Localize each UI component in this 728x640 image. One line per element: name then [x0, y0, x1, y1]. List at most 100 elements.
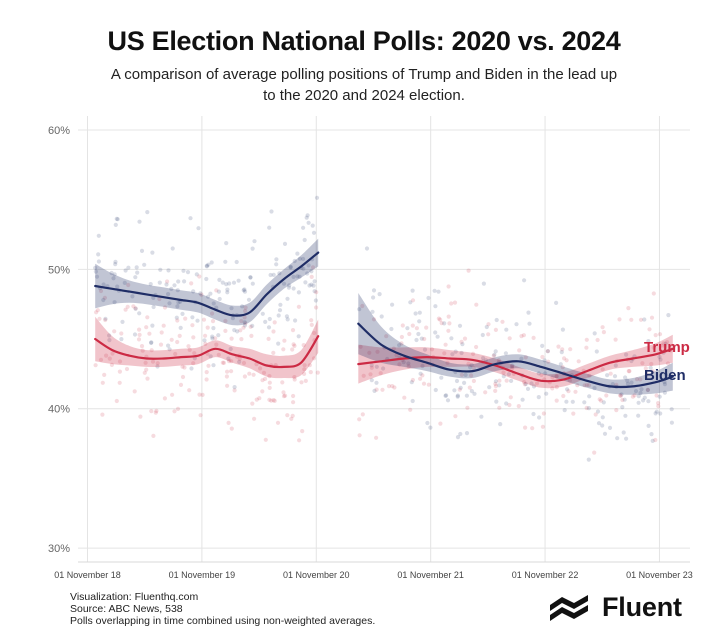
biden-poll-point	[312, 279, 317, 284]
trump-poll-point	[471, 351, 476, 356]
trump-poll-point	[410, 323, 415, 328]
biden-poll-point	[312, 289, 317, 294]
biden-poll-point	[242, 323, 247, 328]
biden-poll-point	[662, 390, 668, 395]
trump-poll-point	[314, 290, 319, 295]
trump-poll-point	[617, 317, 622, 322]
biden-poll-point	[107, 333, 112, 338]
biden-poll-point	[480, 332, 485, 338]
biden-poll-point	[151, 304, 156, 310]
trump-poll-point	[446, 314, 451, 319]
biden-poll-point	[629, 380, 634, 385]
biden-poll-point	[220, 280, 225, 285]
biden-trend-line	[357, 322, 674, 389]
trump-poll-point	[554, 374, 559, 379]
trump-poll-point	[151, 433, 156, 438]
trump-poll-point	[260, 378, 265, 383]
biden-poll-point	[133, 306, 138, 311]
trump-poll-point	[290, 328, 296, 333]
trump-poll-point	[545, 349, 550, 354]
biden-poll-point	[544, 391, 549, 396]
trump-poll-point	[140, 348, 145, 353]
trump-poll-point	[453, 414, 458, 419]
x-tick-label: 01 November 19	[169, 570, 236, 580]
biden-poll-point	[481, 356, 486, 361]
trump-poll-point	[644, 372, 649, 377]
trump-poll-point	[309, 274, 314, 279]
trump-poll-point	[587, 373, 592, 378]
biden-poll-point	[189, 366, 194, 371]
trump-poll-point	[251, 372, 256, 377]
trump-poll-point	[271, 398, 276, 403]
trump-poll-point	[203, 341, 208, 346]
biden-poll-point	[115, 284, 120, 289]
trump-poll-point	[162, 396, 167, 401]
trump-poll-point	[98, 288, 104, 294]
trump-poll-point	[380, 387, 385, 392]
biden-poll-point	[469, 389, 474, 394]
trump-poll-point	[614, 408, 619, 413]
trump-poll-point	[493, 384, 498, 389]
trump-poll-point	[190, 323, 195, 328]
biden-poll-point	[540, 343, 545, 348]
biden-poll-point	[133, 275, 138, 280]
trump-poll-point	[466, 268, 471, 273]
trump-poll-point	[627, 369, 632, 374]
biden-poll-point	[134, 265, 139, 270]
biden-poll-point	[622, 397, 627, 402]
biden-poll-point	[433, 387, 438, 393]
trump-poll-point	[271, 350, 276, 355]
biden-poll-point	[639, 387, 644, 392]
biden-poll-point	[600, 415, 605, 420]
trump-poll-point	[100, 412, 105, 417]
biden-poll-point	[113, 222, 118, 227]
trump-poll-point	[310, 265, 316, 270]
biden-poll-point	[216, 289, 221, 294]
chart-title: US Election National Polls: 2020 vs. 202…	[107, 26, 621, 56]
biden-poll-point	[274, 262, 279, 267]
biden-poll-point	[282, 241, 288, 246]
trump-poll-point	[626, 306, 631, 311]
trump-poll-point	[410, 377, 415, 383]
biden-poll-point	[662, 382, 668, 387]
trump-poll-point	[303, 378, 308, 383]
biden-poll-point	[529, 381, 534, 386]
trump-poll-point	[449, 301, 454, 306]
biden-poll-point	[202, 338, 207, 343]
trump-poll-point	[534, 381, 540, 386]
biden-poll-point	[311, 283, 316, 288]
trump-poll-point	[507, 402, 512, 408]
biden-poll-point	[149, 340, 154, 345]
trump-poll-point	[497, 378, 502, 383]
biden-poll-point	[263, 319, 268, 324]
biden-poll-point	[120, 319, 125, 324]
biden-poll-point	[296, 290, 301, 295]
trump-poll-point	[147, 331, 152, 336]
trump-poll-point	[177, 333, 182, 338]
biden-poll-point	[559, 350, 564, 355]
biden-poll-point	[281, 281, 287, 286]
trump-poll-point	[229, 369, 234, 374]
trump-poll-point	[368, 372, 373, 377]
trump-poll-point	[638, 317, 644, 322]
biden-poll-point	[170, 246, 175, 251]
biden-poll-point	[211, 326, 216, 331]
trump-poll-point	[496, 358, 501, 363]
trump-poll-point	[281, 390, 286, 395]
biden-poll-point	[142, 262, 147, 267]
trump-poll-point	[242, 374, 247, 379]
trump-poll-point	[595, 337, 600, 343]
biden-poll-point	[497, 383, 502, 388]
biden-poll-point	[103, 316, 108, 321]
trump-poll-point	[126, 282, 131, 288]
trump-poll-point	[254, 397, 259, 402]
biden-poll-point	[481, 281, 486, 286]
trump-poll-point	[618, 393, 623, 398]
biden-poll-point	[435, 334, 440, 339]
biden-poll-point	[313, 298, 318, 303]
biden-poll-point	[174, 315, 179, 320]
trump-poll-point	[285, 413, 290, 418]
biden-poll-point	[297, 256, 302, 261]
trump-poll-point	[137, 332, 142, 337]
biden-poll-point	[455, 393, 460, 398]
